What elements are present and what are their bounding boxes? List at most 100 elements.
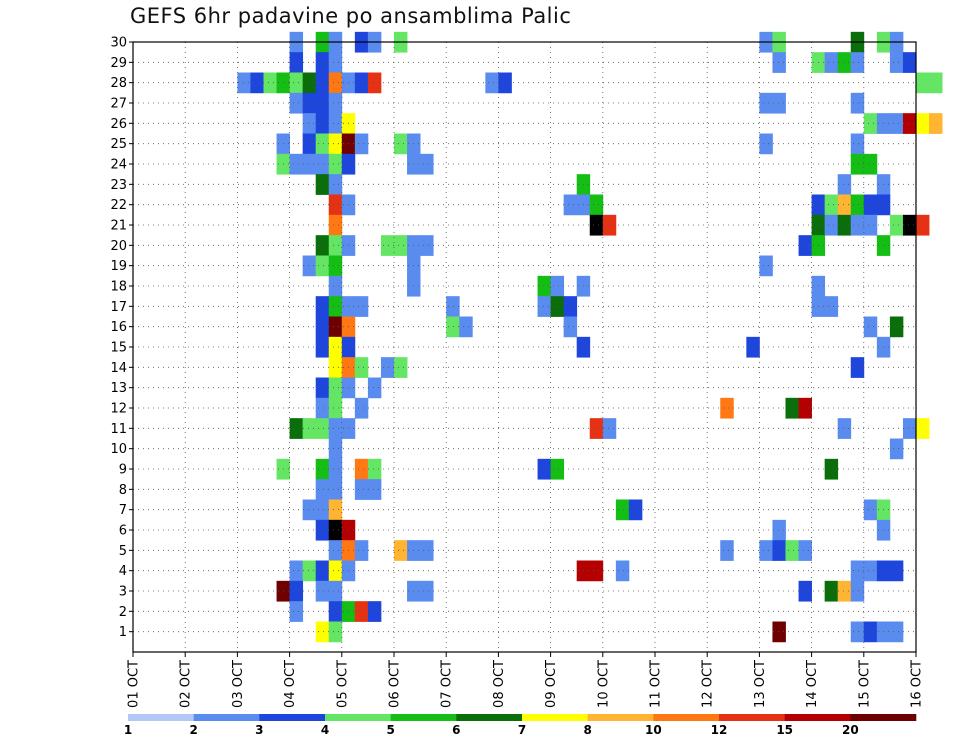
heatmap-cell — [328, 458, 343, 480]
heatmap-cell — [315, 519, 330, 541]
y-tick-label: 8 — [119, 483, 127, 498]
heatmap-cell — [354, 397, 369, 419]
heatmap-cell — [328, 621, 343, 643]
heatmap-cell — [850, 357, 865, 378]
x-tick-label: 12 OCT — [701, 660, 716, 708]
heatmap-cell — [315, 72, 330, 94]
heatmap-cell — [889, 438, 904, 460]
y-tick-label: 18 — [110, 280, 127, 295]
heatmap-cell — [328, 479, 343, 500]
x-tick-label: 02 OCT — [179, 660, 194, 708]
heatmap-cell — [459, 316, 473, 338]
y-tick-label: 1 — [119, 625, 127, 640]
heatmap-cell — [302, 153, 317, 175]
colorbar-swatch — [850, 714, 917, 721]
colorbar-swatch — [128, 714, 194, 721]
heatmap-cell — [354, 72, 369, 94]
heatmap-cell — [824, 296, 839, 317]
heatmap-cell — [289, 72, 304, 94]
y-tick-label: 15 — [110, 341, 127, 356]
heatmap-cell — [302, 113, 317, 134]
heatmap-cell — [328, 133, 343, 155]
heatmap-cell — [563, 316, 578, 338]
heatmap-cell — [824, 580, 839, 602]
heatmap-cell — [550, 296, 565, 317]
heatmap-cell — [328, 499, 343, 521]
heatmap-cell — [328, 336, 343, 358]
heatmap-cell — [785, 397, 799, 419]
heatmap-cell — [863, 316, 878, 338]
heatmap-cell — [798, 580, 812, 602]
heatmap-cell — [394, 540, 408, 561]
y-tick-label: 30 — [110, 36, 127, 51]
heatmap-cell — [328, 113, 343, 134]
heatmap-cell — [602, 418, 617, 439]
heatmap-cell — [315, 92, 330, 114]
heatmap-cell — [602, 214, 617, 236]
heatmap-cell — [837, 214, 852, 236]
heatmap-cell — [315, 336, 330, 358]
heatmap-cell — [302, 255, 317, 277]
y-tick-label: 24 — [110, 158, 127, 173]
heatmap-cell — [589, 418, 604, 439]
heatmap-cell — [863, 113, 878, 134]
colorbar-label: 3 — [255, 723, 263, 737]
heatmap-cell — [289, 560, 304, 582]
x-tick-label: 09 OCT — [544, 660, 559, 708]
x-tick-label: 11 OCT — [649, 660, 664, 708]
colorbar-label: 10 — [645, 723, 662, 737]
y-tick-label: 29 — [110, 56, 127, 71]
heatmap-cell — [315, 52, 330, 73]
heatmap-cell — [537, 275, 551, 297]
y-tick-label: 20 — [110, 239, 127, 254]
heatmap-cell — [837, 174, 852, 195]
colorbar-swatch — [784, 714, 851, 721]
y-tick-label: 11 — [110, 422, 127, 437]
heatmap-cell — [850, 92, 865, 114]
heatmap-cell — [850, 153, 865, 175]
heatmap-cell — [354, 540, 369, 561]
colorbar-label: 20 — [842, 723, 859, 737]
heatmap-cell — [328, 235, 343, 256]
colorbar-swatch — [719, 714, 785, 721]
heatmap-cell — [798, 540, 812, 561]
y-tick-label: 26 — [110, 117, 127, 132]
heatmap-cell — [328, 72, 343, 94]
heatmap-cell — [550, 458, 565, 480]
heatmap-cell — [720, 397, 734, 419]
heatmap-cell — [916, 72, 930, 94]
colorbar-swatch — [325, 714, 391, 721]
heatmap-cell — [759, 255, 773, 277]
x-tick-label: 01 OCT — [127, 660, 142, 708]
heatmap-cell — [354, 601, 369, 622]
heatmap-cell — [315, 397, 330, 419]
heatmap-cell — [328, 357, 343, 378]
heatmap-cell — [302, 499, 317, 521]
heatmap-cell — [615, 499, 630, 521]
y-tick-label: 13 — [110, 381, 127, 396]
heatmap-cell — [302, 133, 317, 155]
heatmap-cell — [889, 621, 904, 643]
heatmap-cell — [929, 72, 943, 94]
heatmap-cell — [315, 235, 330, 256]
heatmap-cell — [850, 194, 865, 216]
colorbar-label: 7 — [518, 723, 526, 737]
heatmap-cell — [824, 458, 839, 480]
heatmap-cell — [328, 153, 343, 175]
colorbar-swatch — [653, 714, 720, 721]
heatmap-cell — [328, 438, 343, 460]
heatmap-cell — [315, 153, 330, 175]
heatmap-cell — [367, 458, 382, 480]
heatmap-cell — [315, 113, 330, 134]
heatmap-cell — [902, 113, 917, 134]
heatmap-cell — [863, 499, 878, 521]
y-tick-label: 27 — [110, 97, 127, 112]
heatmap-cell — [837, 52, 852, 73]
colorbar-swatch — [456, 714, 523, 721]
colorbar-label: 2 — [189, 723, 197, 737]
heatmap-cell — [537, 296, 551, 317]
heatmap-cell — [589, 560, 604, 582]
heatmap-cell — [420, 540, 434, 561]
heatmap-cell — [394, 235, 408, 256]
heatmap-cell — [315, 479, 330, 500]
